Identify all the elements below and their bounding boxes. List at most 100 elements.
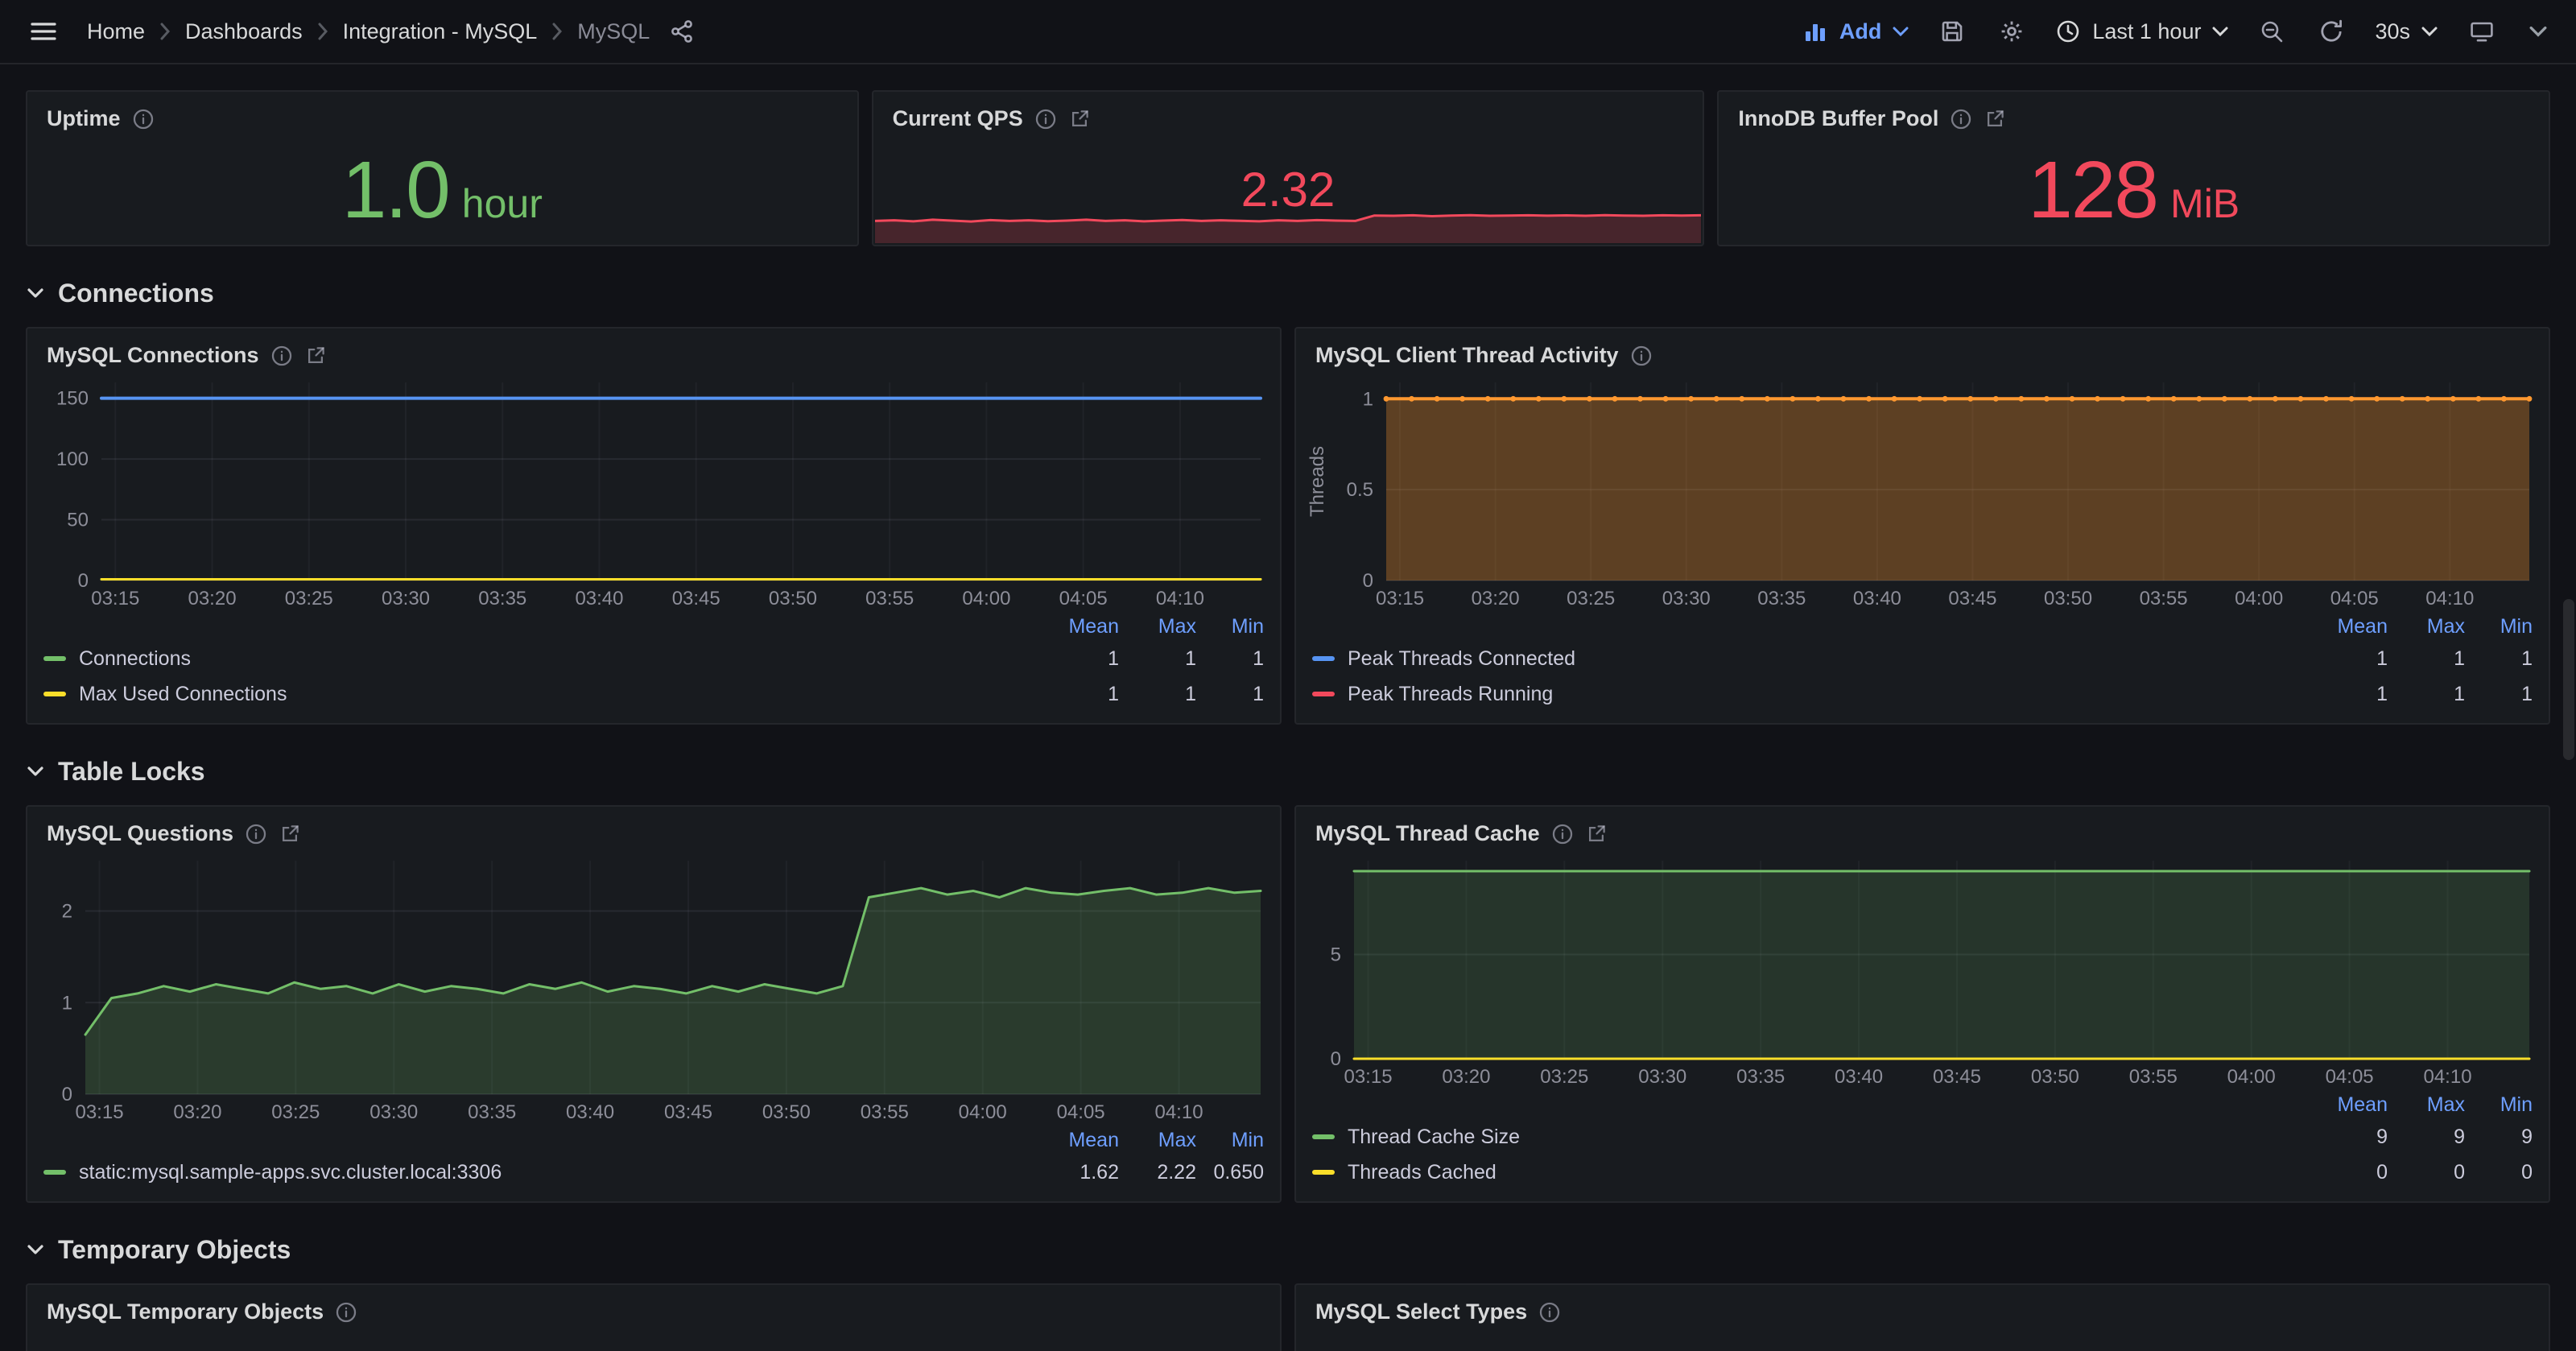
- panel-header[interactable]: Uptime: [27, 92, 857, 134]
- info-icon[interactable]: [132, 108, 155, 130]
- legend-header-min[interactable]: Min: [2500, 1093, 2533, 1116]
- legend-max-value: 1: [1185, 647, 1196, 670]
- info-icon[interactable]: [1538, 1301, 1561, 1324]
- external-link-icon[interactable]: [1984, 108, 2006, 130]
- breadcrumb-item-home[interactable]: Home: [87, 19, 146, 43]
- series-label[interactable]: static:mysql.sample-apps.svc.cluster.loc…: [79, 1160, 502, 1184]
- series-label[interactable]: Peak Threads Running: [1348, 682, 1554, 705]
- toolbar-more-button[interactable]: [2523, 19, 2553, 43]
- breadcrumb-item-dashboards[interactable]: Dashboards: [185, 19, 303, 43]
- legend-header-mean[interactable]: Mean: [2337, 614, 2388, 638]
- time-series-chart[interactable]: 0 5 03:15 03:20 03:25 03:30 03:35 03:40 03:45 03:…: [1306, 853, 2539, 1090]
- svg-text:04:10: 04:10: [1154, 1101, 1203, 1123]
- view-mode-button[interactable]: [2462, 12, 2502, 51]
- panel-header[interactable]: MySQL Select Types: [1296, 1285, 2549, 1328]
- legend-mean-value: 1: [2376, 647, 2388, 670]
- external-link-icon[interactable]: [304, 345, 327, 367]
- legend-item[interactable]: Connections 1 1 1: [43, 641, 1264, 676]
- refresh-button[interactable]: [2312, 12, 2351, 51]
- panel-header[interactable]: MySQL Client Thread Activity: [1296, 328, 2549, 371]
- external-link-icon[interactable]: [279, 823, 301, 845]
- panel-title: InnoDB Buffer Pool: [1738, 106, 1939, 130]
- series-label[interactable]: Thread Cache Size: [1348, 1125, 1521, 1148]
- info-icon[interactable]: [1551, 823, 1574, 845]
- panel-header[interactable]: InnoDB Buffer Pool: [1719, 92, 2549, 134]
- refresh-icon: [2321, 19, 2343, 42]
- external-link-icon[interactable]: [1585, 823, 1608, 845]
- info-icon[interactable]: [270, 345, 293, 367]
- legend-item[interactable]: Peak Threads Connected 1 1 1: [1312, 641, 2533, 676]
- legend-header-mean[interactable]: Mean: [1068, 614, 1119, 638]
- svg-text:03:35: 03:35: [1757, 588, 1806, 609]
- time-series-chart[interactable]: 0 50 100 150 03:15 03:20 03:25 03:30 03:35 03:40 0…: [37, 374, 1270, 612]
- clock-icon: [2058, 20, 2079, 43]
- external-link-icon[interactable]: [1068, 108, 1091, 130]
- svg-text:04:10: 04:10: [1156, 588, 1204, 609]
- panel-header[interactable]: MySQL Temporary Objects: [27, 1285, 1280, 1328]
- svg-text:03:40: 03:40: [566, 1101, 614, 1123]
- legend-header-max[interactable]: Max: [2426, 1093, 2465, 1116]
- time-series-chart[interactable]: 0 1 2 03:15 03:20 03:25 03:30 03:35 03:40 03:45 03…: [37, 853, 1270, 1126]
- panel-header[interactable]: Current QPS: [873, 92, 1703, 134]
- legend-item[interactable]: Threads Cached 0 0 0: [1312, 1155, 2533, 1190]
- panel-header[interactable]: MySQL Questions: [27, 807, 1280, 849]
- svg-text:03:30: 03:30: [369, 1101, 418, 1123]
- series-label[interactable]: Threads Cached: [1348, 1160, 1496, 1184]
- save-dashboard-button[interactable]: [1933, 12, 1971, 51]
- legend-item[interactable]: Max Used Connections 1 1 1: [43, 676, 1264, 712]
- add-panel-icon: [1805, 24, 1825, 41]
- section-toggle-temporary-objects[interactable]: Temporary Objects: [26, 1225, 2550, 1274]
- scrollbar[interactable]: [2563, 599, 2574, 760]
- legend-header-max[interactable]: Max: [2426, 614, 2465, 638]
- legend-max-value: 2.22: [1157, 1160, 1196, 1184]
- series-label[interactable]: Peak Threads Connected: [1348, 647, 1576, 670]
- legend-mean-value: 1: [1108, 682, 1119, 705]
- svg-text:03:55: 03:55: [861, 1101, 909, 1123]
- legend-header-max[interactable]: Max: [1158, 1128, 1196, 1151]
- qps-sparkline-chart[interactable]: [873, 172, 1703, 243]
- add-button[interactable]: Add: [1799, 12, 1912, 51]
- share-dashboard-button[interactable]: [663, 12, 701, 51]
- legend-header-max[interactable]: Max: [1158, 614, 1196, 638]
- info-icon[interactable]: [1034, 108, 1057, 130]
- panel-mysql-questions: MySQL Questions 0 1 2 03:15 03:20 03:25 03:30 0…: [26, 805, 1282, 1203]
- zoom-out-icon: [2262, 21, 2283, 43]
- legend-header-mean[interactable]: Mean: [2337, 1093, 2388, 1116]
- refresh-interval-label: 30s: [2375, 19, 2410, 43]
- legend-header-min[interactable]: Min: [1231, 1128, 1264, 1151]
- series-label[interactable]: Max Used Connections: [79, 682, 287, 705]
- breadcrumb-item-integration-mysql[interactable]: Integration - MySQL: [342, 19, 538, 43]
- info-icon[interactable]: [1950, 108, 1972, 130]
- series-color-swatch: [43, 656, 66, 661]
- info-icon[interactable]: [335, 1301, 357, 1324]
- panel-header[interactable]: MySQL Connections: [27, 328, 1280, 371]
- svg-text:150: 150: [56, 388, 89, 410]
- legend-header-min[interactable]: Min: [2500, 614, 2533, 638]
- section-toggle-connections[interactable]: Connections: [26, 269, 2550, 317]
- legend-mean-value: 9: [2376, 1125, 2388, 1148]
- dashboard-settings-button[interactable]: [1992, 12, 2031, 51]
- menu-button[interactable]: [23, 10, 64, 52]
- legend-header-min[interactable]: Min: [1231, 614, 1264, 638]
- breadcrumb-item-current[interactable]: MySQL: [577, 19, 650, 43]
- panel-header[interactable]: MySQL Thread Cache: [1296, 807, 2549, 849]
- section-toggle-table-locks[interactable]: Table Locks: [26, 747, 2550, 795]
- legend-item[interactable]: Peak Threads Running 1 1 1: [1312, 676, 2533, 712]
- svg-text:04:00: 04:00: [959, 1101, 1007, 1123]
- svg-text:03:55: 03:55: [865, 588, 914, 609]
- zoom-out-button[interactable]: [2252, 12, 2291, 51]
- info-icon[interactable]: [245, 823, 267, 845]
- legend-min-value: 0: [2521, 1160, 2533, 1184]
- svg-text:04:05: 04:05: [1059, 588, 1108, 609]
- legend-item[interactable]: static:mysql.sample-apps.svc.cluster.loc…: [43, 1155, 1264, 1190]
- legend-item[interactable]: Thread Cache Size 9 9 9: [1312, 1119, 2533, 1155]
- time-series-chart[interactable]: 0 0.5 1 03:15 03:20 03:25 03:30 03:35 03:40 03:45…: [1306, 374, 2539, 612]
- info-icon[interactable]: [1630, 345, 1653, 367]
- series-label[interactable]: Connections: [79, 647, 191, 670]
- svg-text:03:45: 03:45: [672, 588, 720, 609]
- refresh-interval-dropdown[interactable]: 30s: [2372, 13, 2441, 51]
- svg-text:03:15: 03:15: [91, 588, 139, 609]
- legend-header-mean[interactable]: Mean: [1068, 1128, 1119, 1151]
- time-range-picker[interactable]: Last 1 hour: [2052, 12, 2231, 51]
- chevron-right-icon: [160, 23, 171, 40]
